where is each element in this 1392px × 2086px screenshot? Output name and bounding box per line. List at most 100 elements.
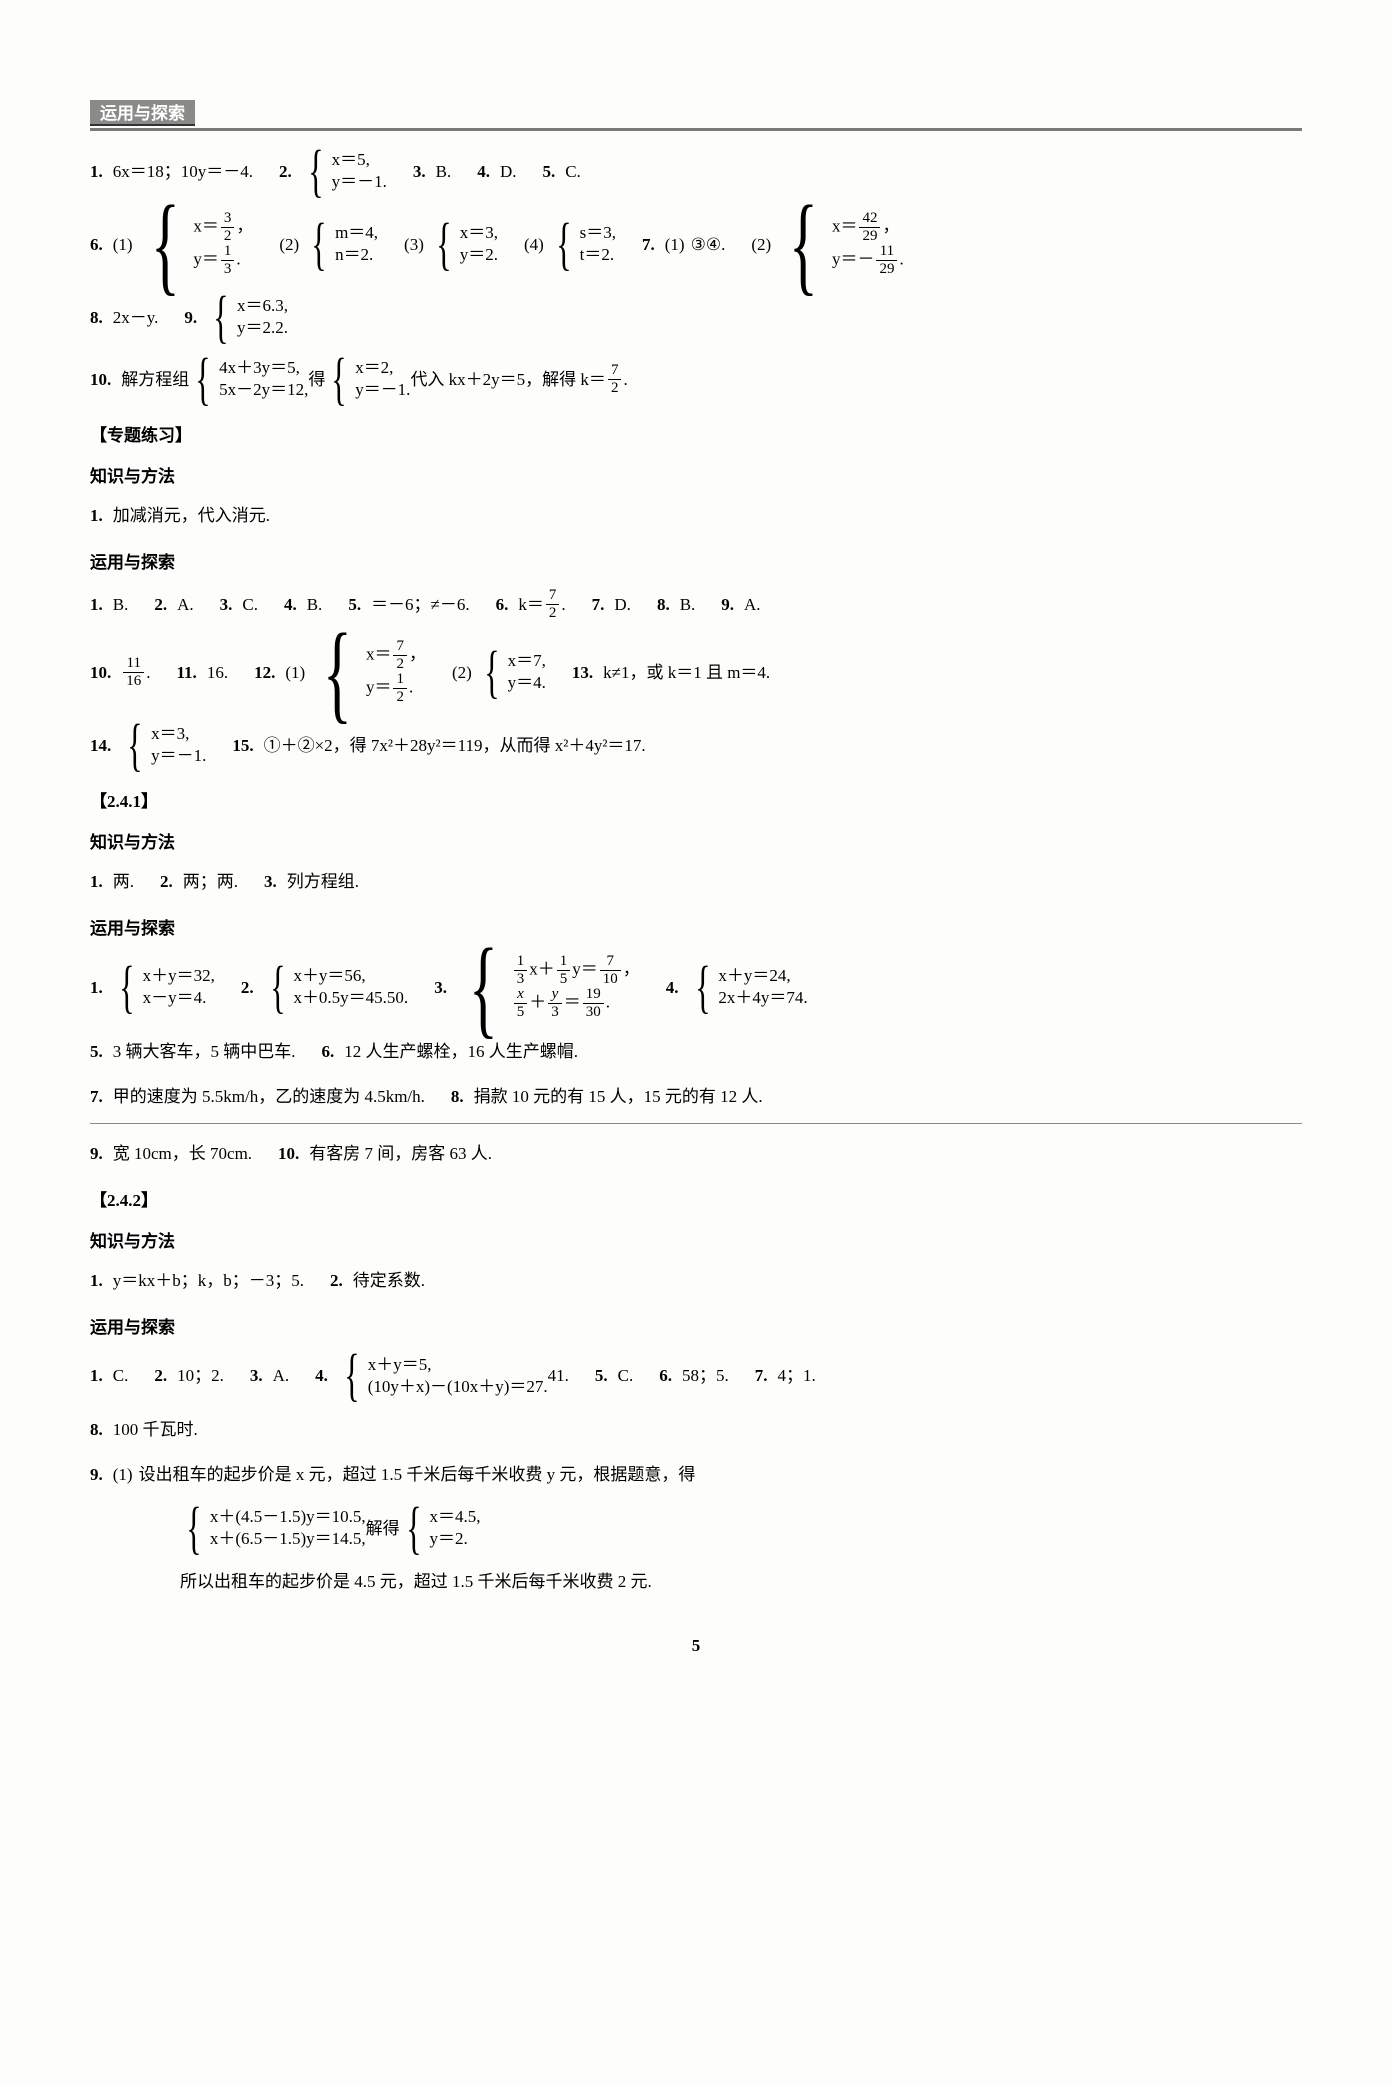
sys-r1: x＝72， (366, 639, 426, 672)
k241-1: 1.两. (90, 868, 134, 895)
y242-5: 5.C. (595, 1362, 633, 1389)
y242-4: 4. {x＋y＝5,(10y＋x)－(10x＋y)＝27. 41. (315, 1354, 569, 1398)
y241-5: 5.3 辆大客车，5 辆中巴车. (90, 1038, 296, 1065)
sec-yyts-2: 运用与探索 (90, 915, 1302, 942)
sys-r2: n＝2. (335, 244, 378, 266)
b1-q10: 10. 解方程组 {4x＋3y＝5,5x－2y＝12, 得 {x＝2,y＝－1.… (90, 357, 628, 401)
y242-6: 6.58；5. (659, 1362, 729, 1389)
b2-q13: 13.k≠1，或 k＝1 且 m＝4. (572, 659, 770, 686)
sub: (2) (751, 231, 771, 258)
y242-7: 7.4；1. (755, 1362, 816, 1389)
b2-q4: 4.B. (284, 591, 322, 618)
b2-q6: 6.k＝72. (496, 588, 566, 621)
y241-3: 3. { 13x＋15y＝710， x5＋y3＝1930. (434, 954, 640, 1020)
header-bar: 运用与探索 (90, 100, 195, 126)
sec-yyts-3: 运用与探索 (90, 1314, 1302, 1341)
b2-q10: 10.1116. (90, 656, 151, 689)
sys-r1: 4x＋3y＝5, (219, 357, 308, 379)
y241-row1: 1. {x＋y＝32,x－y＝4. 2. {x＋y＝56,x＋0.5y＝45.5… (90, 948, 1302, 1026)
num: 3. (413, 158, 426, 185)
y242-row2: 8.100 千瓦时. (90, 1410, 1302, 1449)
text: . (623, 366, 627, 393)
thin-rule (90, 1123, 1302, 1124)
y241-row2: 5.3 辆大客车，5 辆中巴车. 6.12 人生产螺栓，16 人生产螺帽. (90, 1032, 1302, 1071)
sys-r1: x＝6.3, (237, 295, 288, 317)
y241-2: 2. {x＋y＝56,x＋0.5y＝45.50. (241, 965, 408, 1009)
sec-zhuanti: 【专题练习】 (90, 422, 1302, 449)
b1-q2: 2. {x＝5,y＝－1. (279, 149, 387, 193)
k242-row: 1.y＝kx＋b；k，b；－3；5. 2.待定系数. (90, 1261, 1302, 1300)
header-rule (90, 128, 1302, 131)
sec-zsff-3: 知识与方法 (90, 1228, 1302, 1255)
text: C. (565, 158, 581, 185)
b1-q7: 7. (1) ③④. (642, 231, 725, 258)
sub: (1) (665, 231, 685, 258)
sys-r1: x＝3, (460, 222, 498, 244)
text: 2x－y. (113, 304, 159, 331)
sys-r1: s＝3, (580, 222, 616, 244)
b1-q9: 9. {x＝6.3,y＝2.2. (184, 295, 288, 339)
num: 9. (184, 304, 197, 331)
b2-q2: 2.A. (154, 591, 193, 618)
k242-1: 1.y＝kx＋b；k，b；－3；5. (90, 1267, 304, 1294)
b1-q8: 8. 2x－y. (90, 304, 158, 331)
sys-r2: y＝－1. (355, 379, 410, 401)
sys-r1: 13x＋15y＝710， (512, 954, 640, 987)
b2-q9: 9.A. (721, 591, 760, 618)
y241-row3: 7.甲的速度为 5.5km/h，乙的速度为 4.5km/h. 8.捐款 10 元… (90, 1077, 1302, 1116)
b1-q6-4: (4) {s＝3,t＝2. (524, 222, 616, 266)
sys-r2: x5＋y3＝1930. (512, 987, 640, 1020)
text: D. (500, 158, 517, 185)
sys-r2: y＝2. (460, 244, 498, 266)
k241-2: 2.两；两. (160, 868, 238, 895)
b2-row2: 10.1116. 11.16. 12. (1) { x＝72， y＝12. (2… (90, 633, 1302, 711)
y241-1: 1. {x＋y＝32,x－y＝4. (90, 965, 215, 1009)
sub: (1) (113, 231, 133, 258)
num: 1. (90, 502, 103, 529)
y242-9-sys: {x＋(4.5－1.5)y＝10.5,x＋(6.5－1.5)y＝14.5, 解得… (180, 1506, 481, 1550)
sub: (2) (279, 231, 299, 258)
sys-r1: x＝5, (332, 149, 387, 171)
b2-q1: 1.B. (90, 591, 128, 618)
b2-row3: 14. {x＝3,y＝－1. 15.①＋②×2，得 7x²＋28y²＝119，从… (90, 717, 1302, 773)
sys-r2: 5x－2y＝12, (219, 379, 308, 401)
b1-q6-3: (3) {x＝3,y＝2. (404, 222, 498, 266)
text: B. (436, 158, 452, 185)
y241-10: 10.有客房 7 间，房客 63 人. (278, 1140, 492, 1167)
sys-r1: x＝4229， (832, 211, 904, 244)
b2-q11: 11.16. (177, 659, 229, 686)
num: 7. (642, 231, 655, 258)
y241-row4: 9.宽 10cm，长 70cm. 10.有客房 7 间，房客 63 人. (90, 1134, 1302, 1173)
b2-q5: 5.＝－6；≠－6. (348, 591, 469, 618)
b1-q1: 1.6x＝18；10y＝－4. (90, 158, 253, 185)
y242-1: 1.C. (90, 1362, 128, 1389)
y241-6: 6.12 人生产螺栓，16 人生产螺帽. (322, 1038, 579, 1065)
b2-q15: 15.①＋②×2，得 7x²＋28y²＝119，从而得 x²＋4y²＝17. (232, 732, 645, 759)
num: 6. (90, 231, 103, 258)
zt-k-row: 1. 加减消元，代入消元. (90, 496, 1302, 535)
b2-q8: 8.B. (657, 591, 695, 618)
k241-row: 1.两. 2.两；两. 3.列方程组. (90, 862, 1302, 901)
b2-row1: 1.B. 2.A. 3.C. 4.B. 5.＝－6；≠－6. 6.k＝72. 7… (90, 582, 1302, 627)
y242-9-concl: 所以出租车的起步价是 4.5 元，超过 1.5 千米后每千米收费 2 元. (180, 1568, 652, 1595)
y242-row4: {x＋(4.5－1.5)y＝10.5,x＋(6.5－1.5)y＝14.5, 解得… (90, 1500, 1302, 1556)
b2-q3: 3.C. (220, 591, 258, 618)
sec-241: 【2.4.1】 (90, 788, 1302, 815)
b1-row4: 10. 解方程组 {4x＋3y＝5,5x－2y＝12, 得 {x＝2,y＝－1.… (90, 351, 1302, 407)
k242-2: 2.待定系数. (330, 1267, 425, 1294)
b1-q6-2: (2) {m＝4,n＝2. (279, 222, 378, 266)
page-number: 5 (90, 1632, 1302, 1659)
text: 加减消元，代入消元. (113, 502, 270, 529)
y242-3: 3.A. (250, 1362, 289, 1389)
num: 8. (90, 304, 103, 331)
y242-row3: 9. (1)设出租车的起步价是 x 元，超过 1.5 千米后每千米收费 y 元，… (90, 1455, 1302, 1494)
sys-r1: x＝3, (151, 723, 206, 745)
b2-q14: 14. {x＝3,y＝－1. (90, 723, 206, 767)
sub: (3) (404, 231, 424, 258)
text: ③④. (691, 231, 726, 258)
text: 6x＝18；10y＝－4. (113, 158, 253, 185)
y242-9: 9. (1)设出租车的起步价是 x 元，超过 1.5 千米后每千米收费 y 元，… (90, 1461, 695, 1488)
sub: (4) (524, 231, 544, 258)
sec-zsff-1: 知识与方法 (90, 463, 1302, 490)
num: 2. (279, 158, 292, 185)
